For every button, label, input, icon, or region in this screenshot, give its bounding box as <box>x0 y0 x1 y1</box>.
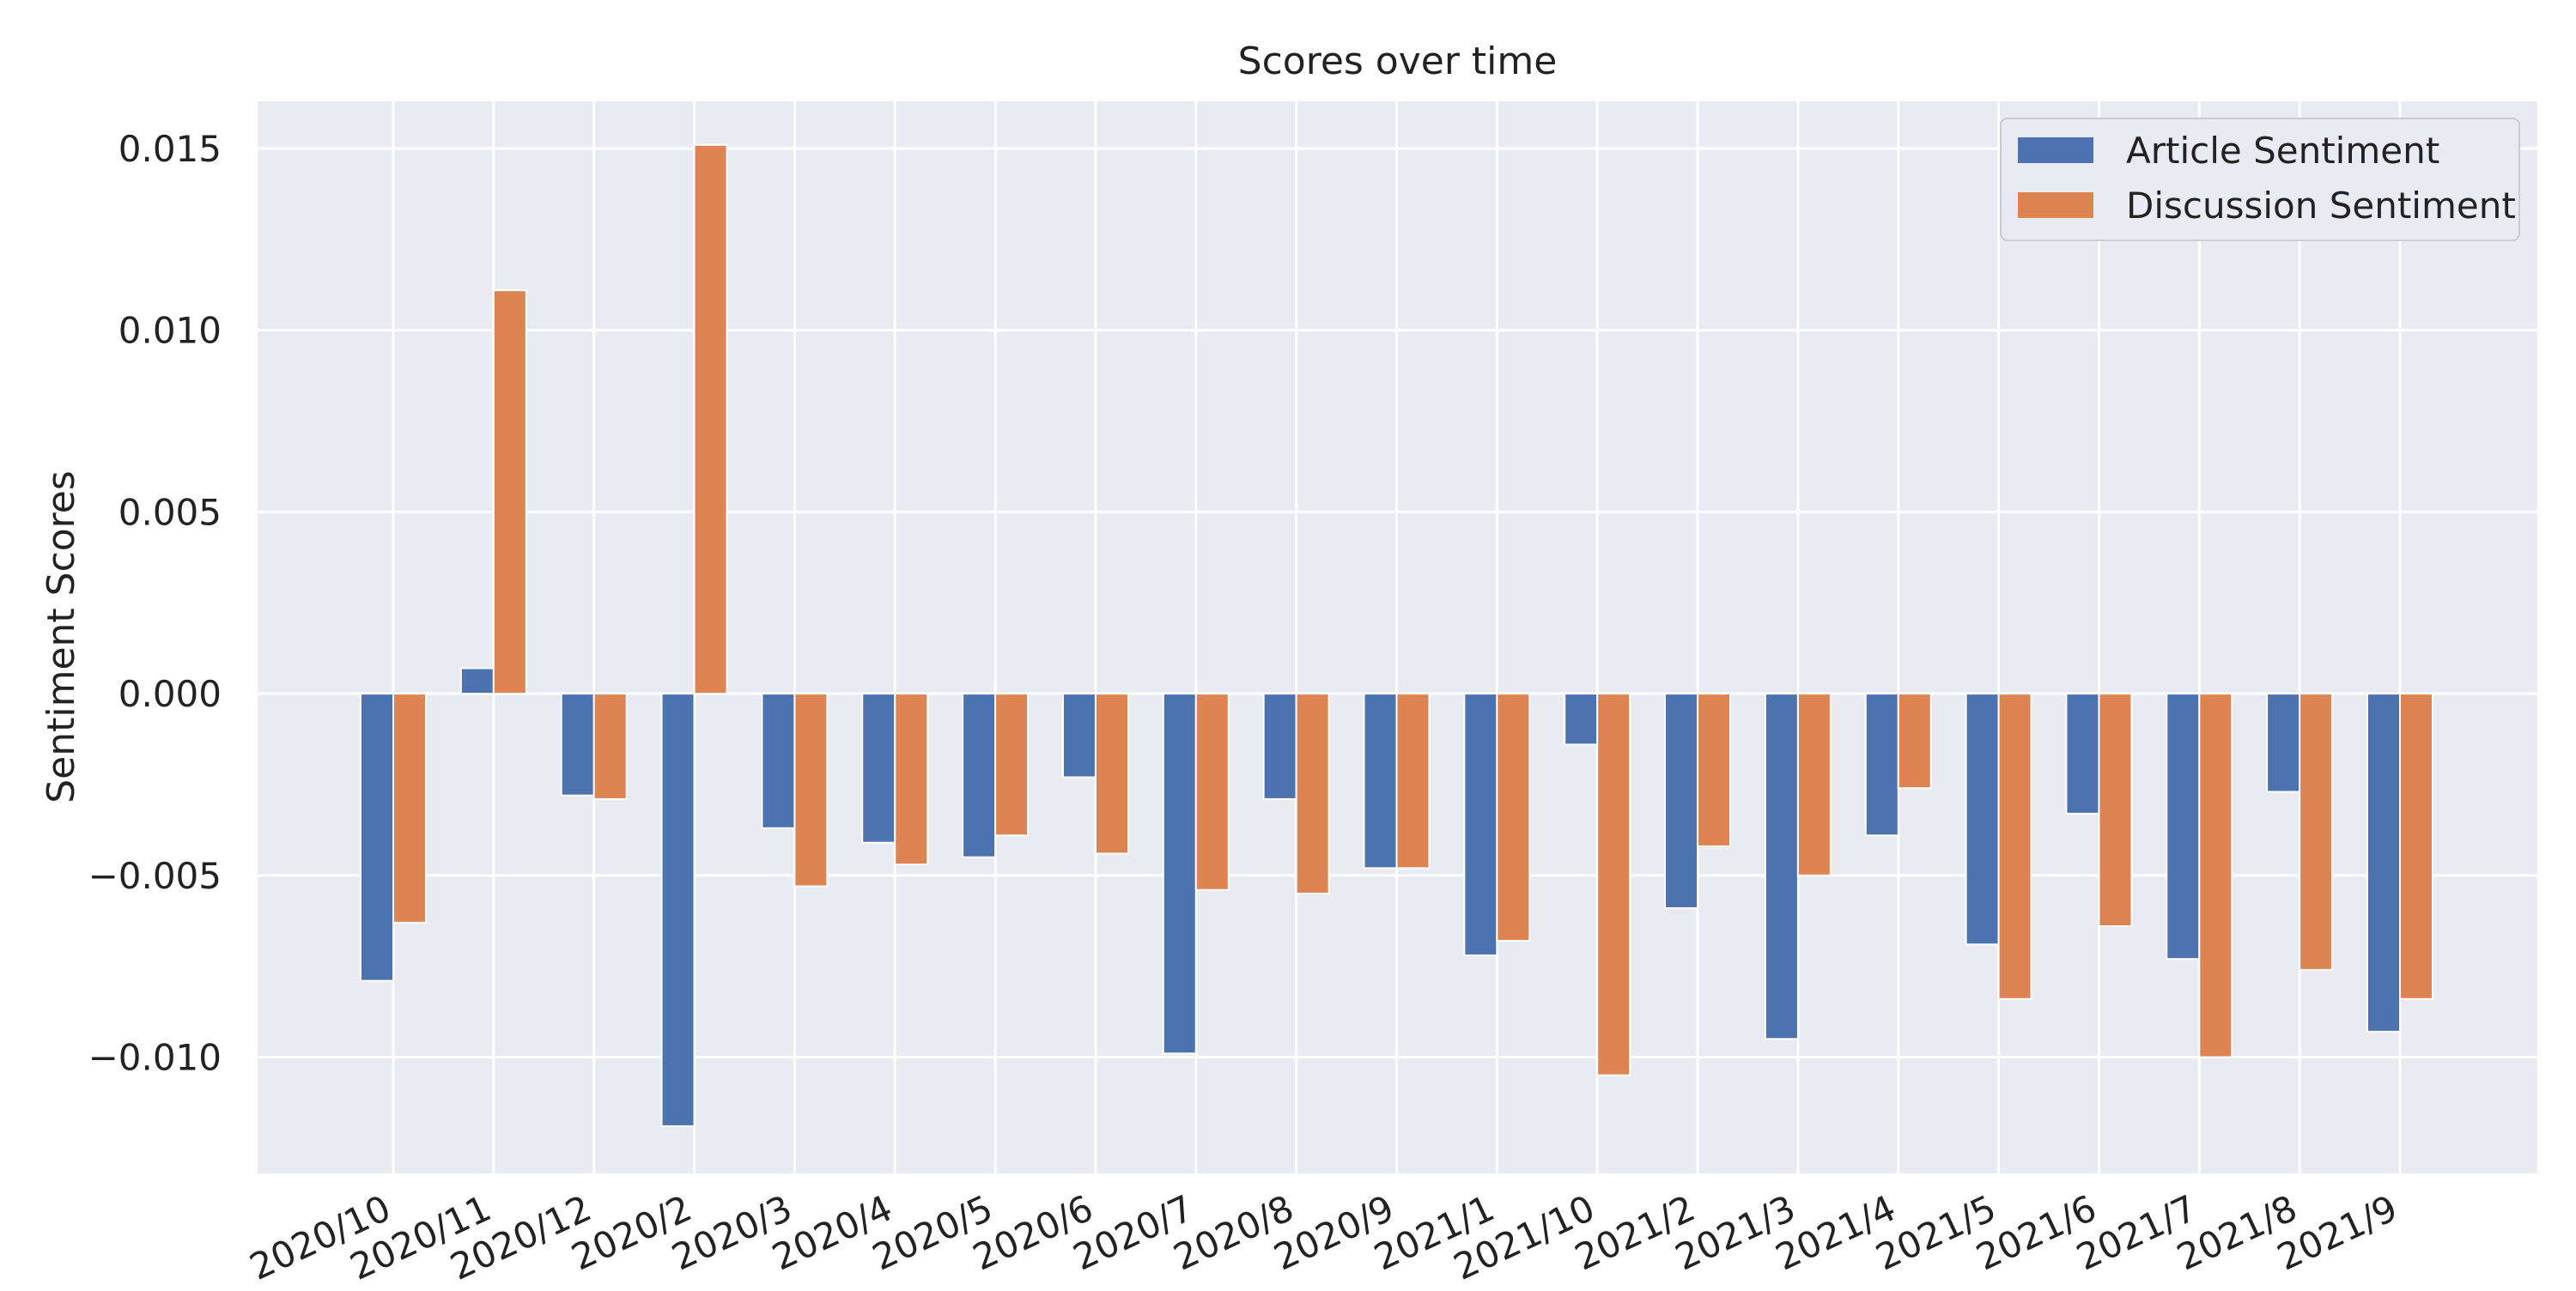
bar-article-2021-10 <box>1564 693 1599 746</box>
bar-article-2021-3 <box>1764 693 1799 1040</box>
bar-discussion-2021-10 <box>1596 693 1631 1076</box>
chart-title: Scores over time <box>1238 39 1558 83</box>
bar-article-2020-11 <box>459 667 495 695</box>
bar-discussion-2020-10 <box>392 693 427 924</box>
y-tick-label: 0.005 <box>118 491 222 533</box>
bar-discussion-2020-5 <box>994 693 1030 837</box>
bar-article-2021-6 <box>2065 693 2100 815</box>
y-tick-label: 0.015 <box>118 128 222 170</box>
bar-discussion-2021-3 <box>1796 693 1832 876</box>
legend-swatch <box>2018 137 2093 163</box>
bar-article-2021-2 <box>1664 693 1699 909</box>
bar-article-2021-7 <box>2166 693 2201 961</box>
bar-article-2020-9 <box>1363 693 1398 870</box>
y-tick-label: −0.010 <box>88 1037 222 1079</box>
bar-article-2020-12 <box>560 693 595 797</box>
bar-discussion-2020-3 <box>793 693 829 888</box>
bar-article-2020-3 <box>761 693 796 829</box>
bar-article-2020-4 <box>861 693 896 844</box>
bar-discussion-2020-2 <box>693 143 728 695</box>
bar-article-2020-10 <box>360 693 394 982</box>
bar-article-2021-4 <box>1864 693 1899 837</box>
bar-discussion-2021-5 <box>1997 693 2032 1000</box>
bar-discussion-2021-4 <box>1897 693 1932 790</box>
legend-label: Discussion Sentiment <box>2126 185 2516 227</box>
bar-discussion-2020-9 <box>1395 693 1431 870</box>
bar-discussion-2020-7 <box>1194 693 1230 891</box>
y-tick-label: −0.005 <box>88 855 222 897</box>
bar-discussion-2021-6 <box>2098 693 2133 928</box>
y-axis-ticks: −0.010 −0.005 0.000 0.005 0.010 0.015 <box>88 128 222 1078</box>
bar-discussion-2020-11 <box>492 289 527 695</box>
y-tick-label: 0.010 <box>118 310 222 352</box>
bar-discussion-2020-12 <box>592 693 628 800</box>
bars <box>360 143 2433 1127</box>
bar-discussion-2021-8 <box>2299 693 2334 971</box>
bar-article-2021-5 <box>1965 693 2000 946</box>
bar-discussion-2020-4 <box>894 693 929 866</box>
bar-article-2020-7 <box>1162 693 1197 1055</box>
bar-article-2020-6 <box>1061 693 1097 779</box>
x-axis-ticks: 2020/102020/112020/122020/22020/32020/42… <box>243 1187 2403 1288</box>
bar-discussion-2020-8 <box>1295 693 1330 894</box>
y-axis-label: Sentiment Scores <box>39 470 83 803</box>
bar-discussion-2020-6 <box>1094 693 1129 855</box>
bar-discussion-2021-7 <box>2198 693 2233 1058</box>
legend-swatch <box>2018 192 2093 218</box>
bar-article-2020-8 <box>1262 693 1297 800</box>
bar-article-2021-9 <box>2366 693 2401 1033</box>
bar-discussion-2021-9 <box>2399 693 2433 1000</box>
bar-article-2020-5 <box>962 693 997 858</box>
bar-discussion-2021-1 <box>1496 693 1531 942</box>
bar-article-2021-1 <box>1463 693 1498 956</box>
legend-box <box>2000 118 2520 241</box>
bar-discussion-2021-2 <box>1697 693 1732 847</box>
y-tick-label: 0.000 <box>118 673 222 715</box>
legend-label: Article Sentiment <box>2126 130 2439 172</box>
bar-article-2021-8 <box>2266 693 2301 793</box>
legend: Article Sentiment Discussion Sentiment <box>2000 118 2520 241</box>
bar-article-2020-2 <box>660 693 696 1127</box>
